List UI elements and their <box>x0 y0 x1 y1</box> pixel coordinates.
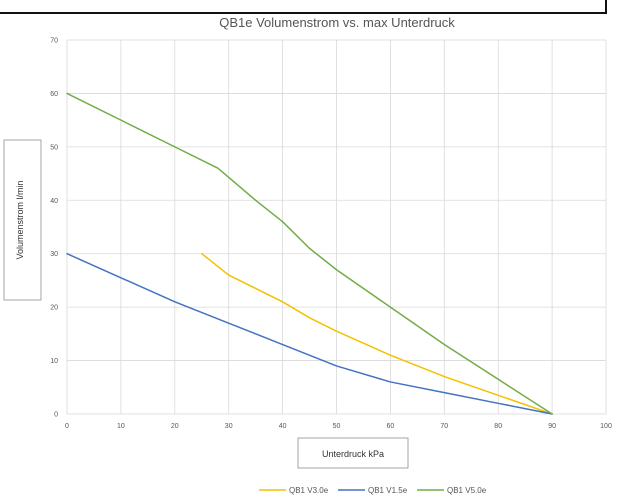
y-tick-label: 0 <box>54 412 58 419</box>
x-tick-label: 60 <box>387 423 395 430</box>
chart-title: QB1e Volumenstrom vs. max Unterdruck <box>219 15 455 30</box>
legend-item-qb1-v3: QB1 V3.0e <box>259 486 329 495</box>
series-line-0 <box>201 252 553 415</box>
grid <box>66 39 607 415</box>
series-line-1 <box>66 252 553 415</box>
top-border-edge <box>605 0 607 13</box>
legend: QB1 V3.0e QB1 V1.5e QB1 V5.0e <box>259 486 487 495</box>
y-axis-label: Volumenstrom l/min <box>15 180 25 259</box>
x-tick-label: 0 <box>65 423 69 430</box>
y-tick-label: 20 <box>50 305 58 312</box>
y-tick-label: 30 <box>50 251 58 258</box>
legend-item-qb1-v5: QB1 V5.0e <box>417 486 487 495</box>
x-tick-label: 30 <box>225 423 233 430</box>
x-axis-label-box: Unterdruck kPa <box>297 437 409 469</box>
y-tick-label: 70 <box>50 38 58 45</box>
y-tick-label: 60 <box>50 91 58 98</box>
top-border <box>0 12 607 14</box>
x-tick-label: 20 <box>171 423 179 430</box>
y-axis-label-box: Volumenstrom l/min <box>3 139 42 301</box>
x-tick-label: 80 <box>494 423 502 430</box>
x-ticks: 0 10 20 30 40 50 60 70 80 90 100 <box>65 423 612 430</box>
x-axis-label: Unterdruck kPa <box>322 449 384 459</box>
legend-label-qb1-v1: QB1 V1.5e <box>368 486 408 495</box>
legend-label-qb1-v5: QB1 V5.0e <box>447 486 487 495</box>
series-line-2 <box>66 92 553 415</box>
x-tick-label: 70 <box>440 423 448 430</box>
plot-series <box>66 92 553 415</box>
y-tick-label: 40 <box>50 198 58 205</box>
x-tick-label: 40 <box>279 423 287 430</box>
y-ticks: 0 10 20 30 40 50 60 70 <box>50 38 58 419</box>
legend-item-qb1-v1: QB1 V1.5e <box>338 486 408 495</box>
y-tick-label: 50 <box>50 144 58 151</box>
x-tick-label: 10 <box>117 423 125 430</box>
x-tick-label: 100 <box>600 423 612 430</box>
y-tick-label: 10 <box>50 358 58 365</box>
x-tick-label: 50 <box>333 423 341 430</box>
legend-label-qb1-v3: QB1 V3.0e <box>289 486 329 495</box>
x-tick-label: 90 <box>548 423 556 430</box>
